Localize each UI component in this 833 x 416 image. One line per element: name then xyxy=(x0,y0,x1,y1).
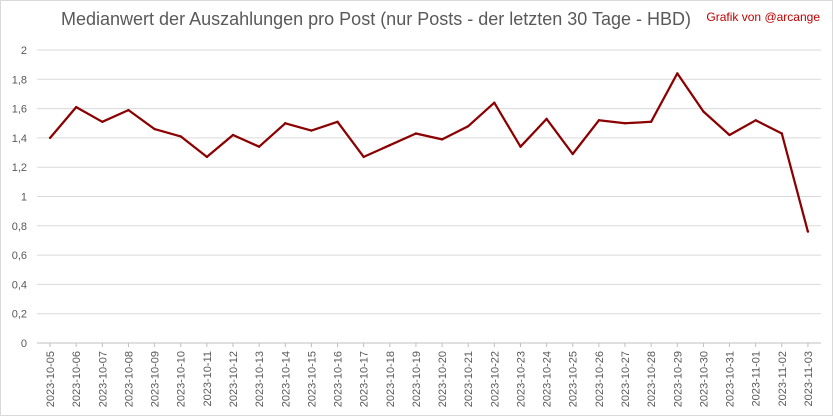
x-tick-label: 2023-10-06 xyxy=(71,351,83,407)
y-tick-label: 1,6 xyxy=(12,104,27,116)
data-point xyxy=(205,155,209,159)
series-line xyxy=(49,72,809,232)
x-tick-label: 2023-10-09 xyxy=(150,351,162,407)
y-tick-label: 1,2 xyxy=(12,162,27,174)
gridlines xyxy=(37,49,821,344)
data-point xyxy=(780,132,783,135)
x-tick-label: 2023-10-22 xyxy=(489,351,501,407)
x-tick-label: 2023-10-18 xyxy=(385,351,397,407)
data-point xyxy=(806,230,810,233)
x-tick-label: 2023-10-13 xyxy=(254,351,266,407)
x-tick-label: 2023-10-21 xyxy=(463,351,475,407)
data-point xyxy=(571,152,574,156)
x-tick-label: 2023-10-24 xyxy=(542,351,554,407)
y-axis-ticks: 0 0,2 0,4 0,6 0,8 1 1,2 1,4 1,6 1,8 2 xyxy=(12,45,27,350)
x-tick-label: 2023-10-27 xyxy=(620,351,632,407)
data-point xyxy=(310,129,313,132)
data-point xyxy=(231,133,235,137)
x-tick-label: 2023-10-19 xyxy=(411,351,423,407)
x-tick-label: 2023-10-29 xyxy=(672,351,684,407)
data-point xyxy=(519,145,522,148)
x-tick-label: 2023-11-02 xyxy=(777,351,789,406)
data-point xyxy=(754,119,757,122)
x-tick-label: 2023-11-01 xyxy=(751,351,763,406)
x-tick-label: 2023-10-25 xyxy=(568,351,580,407)
data-point xyxy=(545,117,548,121)
x-tick-label: 2023-10-05 xyxy=(45,351,57,407)
data-point xyxy=(702,110,705,113)
x-tick-label: 2023-10-20 xyxy=(437,351,449,407)
y-tick-label: 0,8 xyxy=(12,221,27,233)
y-tick-label: 0,6 xyxy=(12,250,27,262)
series-layer xyxy=(48,72,810,233)
y-tick-label: 1 xyxy=(21,192,27,204)
x-tick-label: 2023-10-10 xyxy=(176,351,188,407)
y-tick-label: 1,8 xyxy=(12,74,27,86)
data-point xyxy=(414,132,418,135)
y-tick-label: 0,4 xyxy=(12,279,27,291)
x-tick-label: 2023-10-31 xyxy=(725,351,737,407)
data-point xyxy=(597,119,601,122)
data-point xyxy=(676,72,679,75)
y-tick-label: 0,2 xyxy=(12,309,27,321)
x-tick-label: 2023-10-16 xyxy=(333,351,345,407)
data-point xyxy=(388,144,391,147)
data-point xyxy=(493,101,496,104)
x-tick-label: 2023-10-30 xyxy=(698,351,710,407)
data-point xyxy=(362,155,365,159)
x-tick-label: 2023-10-12 xyxy=(228,351,240,407)
x-tick-label: 2023-10-15 xyxy=(306,351,318,407)
data-point xyxy=(101,120,104,123)
x-tick-label: 2023-10-07 xyxy=(97,351,109,407)
data-point xyxy=(284,122,287,125)
data-point xyxy=(623,122,627,125)
data-point xyxy=(649,120,653,123)
y-tick-label: 1,4 xyxy=(12,133,27,145)
data-point xyxy=(467,124,470,128)
x-tick-label: 2023-10-11 xyxy=(202,351,214,406)
y-tick-label: 0 xyxy=(21,338,27,350)
data-point xyxy=(48,136,52,140)
x-axis-ticks: 2023-10-05 2023-10-06 2023-10-07 2023-10-08… xyxy=(45,343,815,407)
data-point xyxy=(336,120,339,123)
x-tick-label: 2023-11-03 xyxy=(803,351,815,406)
y-tick-label: 2 xyxy=(21,45,27,57)
data-point xyxy=(440,138,444,141)
x-tick-label: 2023-10-28 xyxy=(646,351,658,407)
x-tick-label: 2023-10-17 xyxy=(359,351,371,407)
x-tick-label: 2023-10-23 xyxy=(515,351,527,407)
data-point xyxy=(75,105,78,109)
data-point xyxy=(257,145,261,148)
data-point xyxy=(728,133,731,137)
chart-title: Medianwert der Auszahlungen pro Post (nu… xyxy=(61,9,691,29)
credit-text: Grafik von @arcange xyxy=(706,10,820,24)
data-point xyxy=(179,135,182,138)
data-point xyxy=(127,108,130,112)
x-tick-label: 2023-10-26 xyxy=(594,351,606,407)
x-tick-label: 2023-10-08 xyxy=(123,351,135,407)
x-tick-label: 2023-10-14 xyxy=(280,351,292,407)
data-point xyxy=(153,127,156,131)
